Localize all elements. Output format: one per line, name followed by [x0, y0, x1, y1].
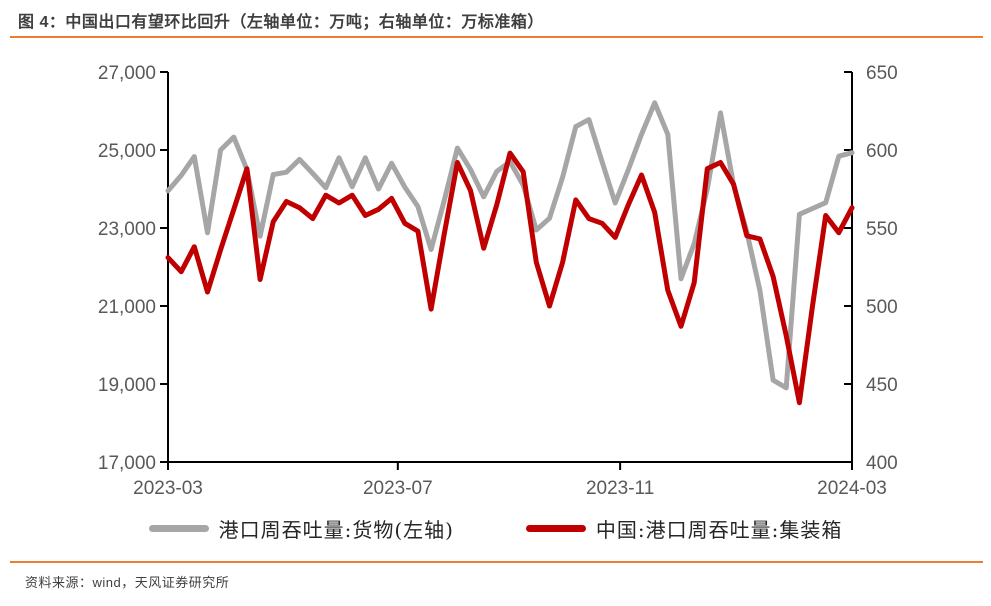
left-axis-tick-label: 25,000: [98, 141, 156, 162]
legend-item-container: 中国:港口周吞吐量:集装箱: [525, 514, 843, 543]
x-axis-tick-label: 2023-03: [133, 478, 203, 499]
legend-label-cargo: 港口周吞吐量:货物(左轴): [218, 518, 454, 542]
bottom-divider: [10, 561, 983, 563]
chart-canvas: 27,000 25,000 23,000 21,000 19,000 17,000 650 6…: [98, 63, 898, 499]
axis-frame: [167, 72, 853, 463]
legend-label-container: 中国:港口周吞吐量:集装箱: [595, 518, 843, 542]
right-axis-tick-label: 400: [866, 453, 898, 474]
figure-title: 图 4：中国出口有望环比回升（左轴单位：万吨；右轴单位：万标准箱）: [18, 14, 544, 31]
chart-legend: 港口周吞吐量:货物(左轴) 中国:港口周吞吐量:集装箱: [0, 514, 991, 543]
legend-item-cargo: 港口周吞吐量:货物(左轴): [148, 514, 454, 543]
source-note: 资料来源：wind，天风证券研究所: [25, 575, 230, 590]
left-axis-tick-label: 23,000: [98, 219, 156, 240]
right-axis-tick-label: 450: [866, 375, 898, 396]
left-axis-tick-label: 19,000: [98, 375, 156, 396]
gray-line-swatch: [148, 525, 209, 532]
top-divider: [10, 36, 983, 38]
right-axis-tick-label: 650: [866, 63, 898, 84]
container-throughput-line: [165, 150, 855, 406]
x-axis-tick-label: 2024-03: [817, 478, 887, 499]
axis-labels: 27,000 25,000 23,000 21,000 19,000 17,000 650 6…: [98, 63, 898, 499]
left-axis-tick-label: 27,000: [98, 63, 156, 84]
series-lines: [165, 100, 855, 406]
x-axis-tick-label: 2023-11: [586, 478, 654, 499]
cargo-throughput-line: [165, 100, 855, 391]
red-line-swatch: [525, 525, 586, 532]
right-axis-tick-label: 600: [866, 141, 898, 162]
axes: [160, 71, 853, 470]
right-axis-tick-label: 550: [866, 219, 898, 240]
left-axis-tick-label: 17,000: [98, 453, 156, 474]
left-axis-tick-label: 21,000: [98, 297, 156, 318]
right-axis-tick-label: 500: [866, 297, 898, 318]
x-axis-tick-label: 2023-07: [363, 478, 433, 499]
